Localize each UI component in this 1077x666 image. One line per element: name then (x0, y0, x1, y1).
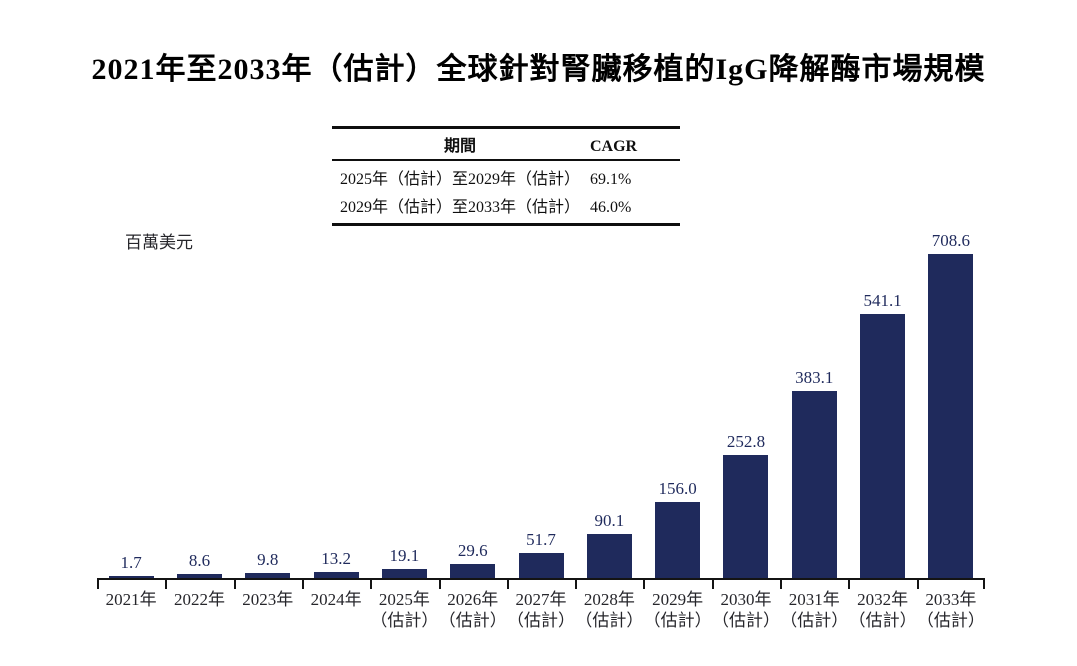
axis-tick (234, 578, 236, 589)
axis-tick (165, 578, 167, 589)
bar-value-label: 541.1 (863, 291, 902, 310)
cagr-row-period: 2029年（估計）至2033年（估計） (340, 199, 581, 216)
bar-value-label: 29.6 (457, 541, 488, 560)
cagr-row-value: 69.1% (590, 171, 632, 188)
bar (108, 576, 154, 578)
chart-title: 2021年至2033年（估計）全球針對腎臟移植的IgG降解酶市場規模 (91, 53, 986, 86)
cagr-table-header-period: 期間 (443, 138, 476, 155)
axis-tick (507, 578, 509, 589)
x-axis-label: 2027年 （估計） (507, 590, 576, 630)
bar-cell: 13.2 (302, 232, 370, 578)
bar (860, 314, 906, 578)
axis-tick (780, 578, 782, 589)
bar (586, 534, 632, 578)
bar-value-label: 13.2 (321, 549, 351, 568)
axis-tick (97, 578, 99, 589)
bar-cell: 19.1 (370, 232, 438, 578)
x-axis-label: 2030年 （估計） (711, 590, 780, 630)
x-axis-label: 2024年 (310, 590, 362, 609)
bar (928, 254, 974, 578)
bar (723, 455, 769, 578)
x-axis-label: 2023年 (242, 590, 294, 609)
bar (381, 569, 427, 578)
x-axis-label: 2033年 （估計） (916, 590, 985, 630)
x-axis-labels: 2021年 2022年 2023年 2024年 2025年 （估計） 2026年 （估計） 20… (97, 589, 985, 631)
bar (450, 564, 496, 578)
bar-cell: 29.6 (439, 232, 507, 578)
x-axis-label: 2021年 (105, 590, 157, 609)
cagr-row-period: 2025年（估計）至2029年（估計） (340, 171, 581, 188)
bar (176, 574, 222, 578)
bar-cell: 90.1 (575, 232, 643, 578)
axis-tick (917, 578, 919, 589)
bar-value-label: 9.8 (257, 550, 279, 569)
cagr-table-header-row: 期間 CAGR (332, 129, 680, 161)
bar-cell: 252.8 (712, 232, 780, 578)
cagr-table-header-cagr: CAGR (590, 138, 638, 155)
x-axis-label: 2032年 （估計） (848, 590, 917, 630)
x-axis-label: 2025年 （估計） (370, 590, 439, 630)
bar (518, 553, 564, 578)
bar-cell: 708.6 (917, 232, 985, 578)
axis-tick (848, 578, 850, 589)
cagr-table-body: 2025年（估計）至2029年（估計） 69.1% 2029年（估計）至2033… (332, 161, 680, 223)
bar-chart: 1.7 8.6 9.8 13.2 19.1 29.6 51.7 90.1 156.0 252.8 3… (97, 232, 985, 578)
bar-value-label: 252.8 (726, 432, 766, 451)
axis-tick (983, 578, 985, 589)
cagr-row-value: 46.0% (590, 199, 632, 216)
cagr-table: 期間 CAGR 2025年（估計）至2029年（估計） 69.1% 2029年（… (332, 126, 680, 226)
bar (245, 573, 291, 578)
bar-value-label: 19.1 (389, 546, 420, 565)
x-axis-line (97, 578, 985, 580)
axis-tick (370, 578, 372, 589)
axis-tick (643, 578, 645, 589)
bar-value-label: 156.0 (658, 479, 697, 498)
y-axis-unit-label: 百萬美元 (125, 233, 193, 252)
bar-value-label: 51.7 (526, 530, 556, 549)
x-axis-label: 2026年 （估計） (438, 590, 507, 630)
bar (655, 502, 701, 578)
bar-value-label: 90.1 (594, 511, 625, 530)
x-axis-label: 2022年 (173, 590, 225, 609)
bar-value-label: 8.6 (188, 551, 211, 570)
table-row: 2025年（估計）至2029年（估計） 69.1% (332, 163, 680, 191)
bar-cell: 8.6 (165, 232, 233, 578)
axis-tick (302, 578, 304, 589)
axis-tick (575, 578, 577, 589)
bar-cell: 1.7 (97, 232, 165, 578)
x-axis-label: 2029年 （估計） (643, 590, 712, 630)
bar-value-label: 708.6 (931, 231, 971, 250)
table-row: 2029年（估計）至2033年（估計） 46.0% (332, 191, 680, 219)
bar (791, 391, 837, 578)
bar-cell: 9.8 (234, 232, 302, 578)
x-axis-label: 2031年 （估計） (780, 590, 849, 630)
x-axis-label: 2028年 （估計） (575, 590, 644, 630)
axis-tick (712, 578, 714, 589)
bar-cell: 51.7 (507, 232, 575, 578)
bar-cell: 383.1 (780, 232, 848, 578)
axis-tick (439, 578, 441, 589)
bar-cell: 156.0 (644, 232, 712, 578)
bar-cell: 541.1 (848, 232, 916, 578)
bar-value-label: 383.1 (795, 368, 834, 387)
bar-value-label: 1.7 (120, 553, 142, 572)
bar (313, 572, 359, 578)
x-axis-ticks (97, 578, 985, 589)
